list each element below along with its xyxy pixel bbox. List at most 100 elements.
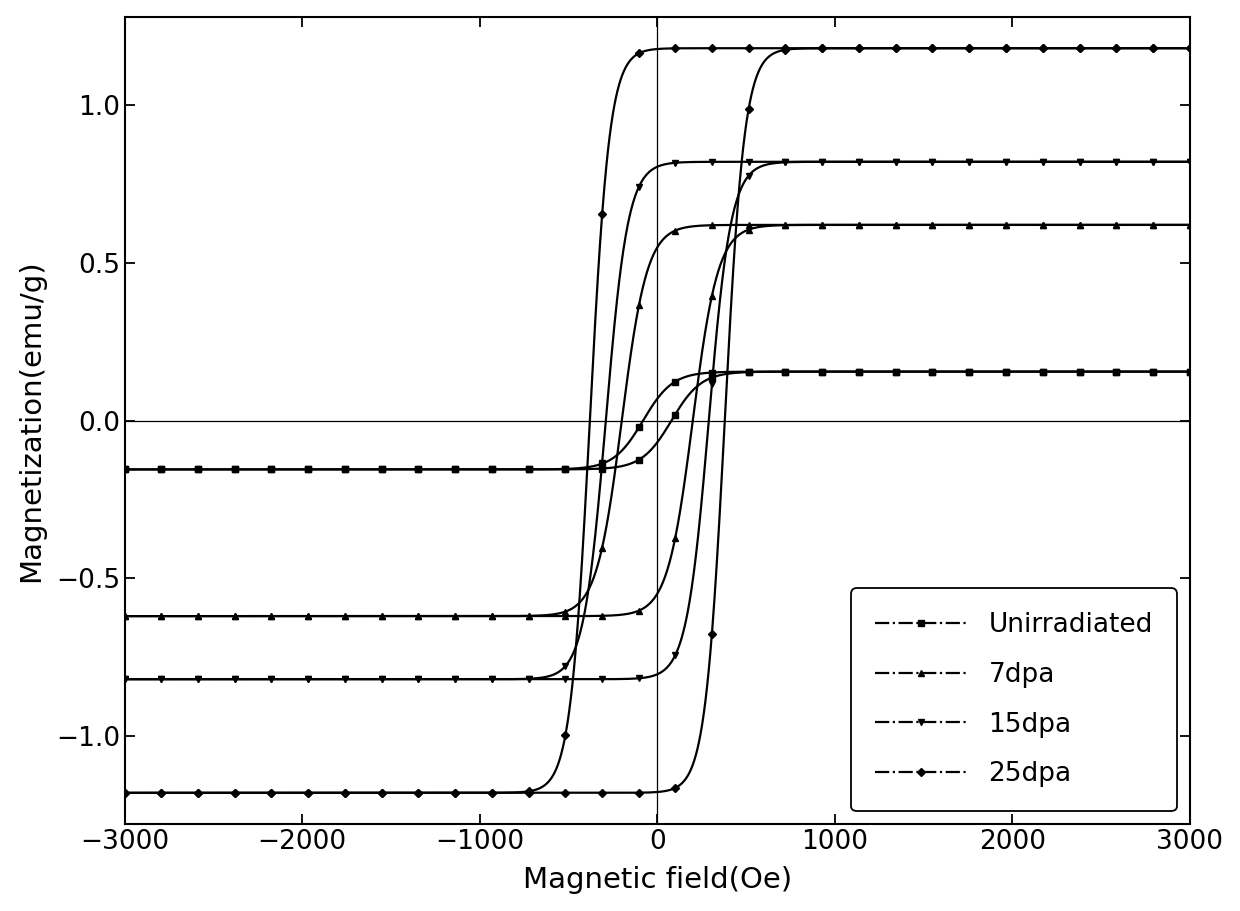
15dpa [300,674,315,685]
15dpa [595,674,610,685]
Unirradiated [1035,366,1050,377]
7dpa [1109,220,1123,230]
15dpa [190,674,205,685]
Unirradiated [558,464,573,475]
Unirradiated [631,455,646,466]
7dpa [300,610,315,621]
15dpa [777,157,792,168]
Unirradiated [667,409,682,420]
25dpa [264,787,279,798]
Unirradiated [264,464,279,475]
Unirradiated [962,366,977,377]
7dpa [337,610,352,621]
25dpa [410,787,425,798]
25dpa [1146,43,1161,54]
25dpa [595,787,610,798]
25dpa [852,43,867,54]
Line: 15dpa: 15dpa [122,159,1193,682]
15dpa [118,674,133,685]
Unirradiated [1073,366,1087,377]
Unirradiated [1146,366,1161,377]
25dpa [888,43,903,54]
Unirradiated [742,366,756,377]
7dpa [410,610,425,621]
25dpa [777,45,792,56]
Unirradiated [300,464,315,475]
15dpa [925,157,940,168]
7dpa [742,224,756,235]
25dpa [448,787,463,798]
7dpa [521,610,536,621]
15dpa [962,157,977,168]
15dpa [264,674,279,685]
15dpa [337,674,352,685]
7dpa [190,610,205,621]
7dpa [374,610,389,621]
Legend: Unirradiated, 7dpa, 15dpa, 25dpa: Unirradiated, 7dpa, 15dpa, 25dpa [852,589,1177,811]
Unirradiated [925,366,940,377]
7dpa [1035,220,1050,230]
7dpa [888,220,903,230]
7dpa [227,610,242,621]
25dpa [118,787,133,798]
Line: 25dpa: 25dpa [122,45,1193,796]
7dpa [1073,220,1087,230]
7dpa [777,220,792,230]
15dpa [888,157,903,168]
15dpa [742,170,756,181]
7dpa [925,220,940,230]
15dpa [154,674,169,685]
15dpa [667,650,682,660]
15dpa [1073,157,1087,168]
15dpa [631,673,646,684]
7dpa [485,610,500,621]
25dpa [154,787,169,798]
15dpa [1183,157,1198,168]
Unirradiated [448,464,463,475]
15dpa [704,379,719,390]
15dpa [227,674,242,685]
7dpa [118,610,133,621]
7dpa [448,610,463,621]
15dpa [1109,157,1123,168]
Unirradiated [118,464,133,475]
25dpa [558,787,573,798]
X-axis label: Magnetic field(Oe): Magnetic field(Oe) [523,866,792,895]
15dpa [374,674,389,685]
15dpa [1035,157,1050,168]
7dpa [558,610,573,621]
7dpa [595,610,610,621]
Unirradiated [410,464,425,475]
Unirradiated [154,464,169,475]
7dpa [667,533,682,544]
25dpa [742,103,756,114]
15dpa [448,674,463,685]
Unirradiated [852,366,867,377]
15dpa [998,157,1013,168]
25dpa [1109,43,1123,54]
25dpa [1073,43,1087,54]
25dpa [300,787,315,798]
7dpa [704,291,719,302]
7dpa [631,605,646,616]
25dpa [227,787,242,798]
Unirradiated [1183,366,1198,377]
15dpa [410,674,425,685]
25dpa [337,787,352,798]
Unirradiated [998,366,1013,377]
Unirradiated [777,366,792,377]
Unirradiated [227,464,242,475]
Unirradiated [888,366,903,377]
15dpa [852,157,867,168]
Unirradiated [521,464,536,475]
25dpa [704,629,719,640]
15dpa [521,674,536,685]
Unirradiated [1109,366,1123,377]
7dpa [154,610,169,621]
Unirradiated [190,464,205,475]
7dpa [1146,220,1161,230]
25dpa [485,787,500,798]
25dpa [631,787,646,798]
15dpa [485,674,500,685]
Unirradiated [337,464,352,475]
